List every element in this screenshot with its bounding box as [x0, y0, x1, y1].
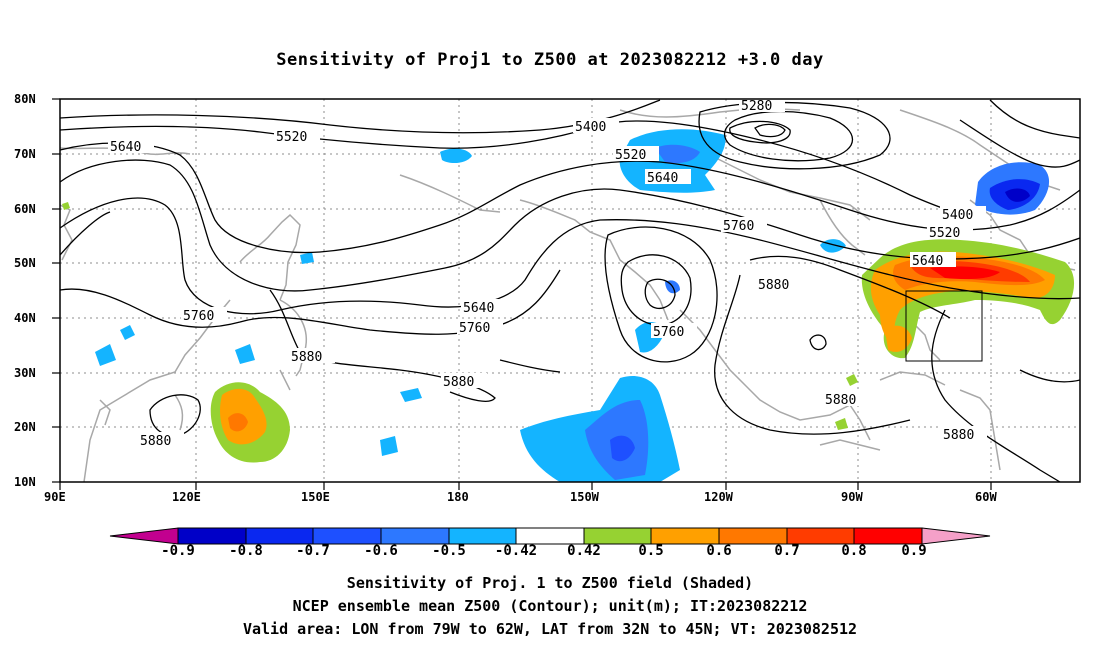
- lat-label: 60N: [14, 202, 36, 216]
- lon-label: 120E: [172, 490, 201, 504]
- shaded-sensitivity: [62, 129, 1075, 482]
- contour-label-text: 5880: [825, 393, 856, 408]
- contour-label: 5640: [910, 252, 956, 269]
- colorbar-tick: -0.9: [161, 543, 195, 559]
- colorbar-tick: -0.6: [364, 543, 398, 559]
- contour-label-text: 5760: [723, 219, 754, 234]
- contour-label-text: 5640: [110, 140, 141, 155]
- colorbar-cell-6: [515, 527, 585, 545]
- caption-contour: NCEP ensemble mean Z500 (Contour); unit(…: [292, 597, 808, 615]
- lon-label: 180: [447, 490, 469, 504]
- colorbar-tick: -0.7: [296, 543, 330, 559]
- caption-valid-area: Valid area: LON from 79W to 62W, LAT fro…: [242, 620, 858, 638]
- contour-label: 5280: [739, 97, 785, 114]
- lon-label: 90W: [841, 490, 863, 504]
- contour-label: 5880: [823, 391, 869, 408]
- contour-labels: 5640 5520 5400 5280 5520 5640 5760 5640 …: [108, 97, 987, 449]
- axis-ticks: [52, 98, 992, 490]
- colorbar-tick: 0.9: [901, 543, 927, 559]
- contour-label: 5760: [721, 217, 767, 234]
- colorbar-cell-5: [448, 527, 517, 545]
- colorbar-cell-1: [177, 527, 247, 545]
- contour-label: 5400: [940, 206, 986, 223]
- contour-label: 5640: [461, 299, 507, 316]
- lon-label: 60W: [975, 490, 997, 504]
- contour-label-text: 5520: [615, 148, 646, 163]
- colorbar-cell-4: [380, 527, 450, 545]
- lat-label: 10N: [14, 475, 36, 489]
- colorbar-tick: 0.7: [774, 543, 800, 559]
- contour-label: 5520: [274, 128, 320, 145]
- contour-label: 5880: [289, 348, 335, 365]
- map-frame: [59, 98, 1081, 483]
- lat-label: 50N: [14, 256, 36, 270]
- colorbar-cell-11: [853, 527, 923, 545]
- lon-label: 150W: [570, 490, 599, 504]
- contour-label: 5880: [756, 276, 802, 293]
- colorbar-tick: 0.5: [638, 543, 664, 559]
- colorbar-cell-3: [312, 527, 382, 545]
- contour-label: 5520: [927, 224, 973, 241]
- contour-label: 5760: [651, 323, 697, 340]
- colorbar-cell-0: [109, 527, 179, 545]
- contour-label: 5640: [108, 138, 154, 155]
- caption-shaded: Sensitivity of Proj. 1 to Z500 field (Sh…: [346, 574, 754, 592]
- colorbar-tick: 0.8: [841, 543, 867, 559]
- lat-label: 20N: [14, 420, 36, 434]
- lon-label: 150E: [301, 490, 330, 504]
- contour-label-text: 5880: [291, 350, 322, 365]
- contour-label-text: 5880: [140, 434, 171, 449]
- chart-title: Sensitivity of Proj1 to Z500 at 20230822…: [276, 50, 824, 70]
- contour-label: 5760: [181, 307, 227, 324]
- contour-label: 5400: [573, 118, 619, 135]
- lat-label: 30N: [14, 366, 36, 380]
- colorbar-tick: -0.8: [229, 543, 263, 559]
- colorbar-cell-7: [583, 527, 652, 545]
- colorbar-tick: 0.42: [567, 543, 601, 559]
- colorbar-cell-2: [245, 527, 314, 545]
- contour-label-text: 5880: [943, 428, 974, 443]
- contour-label: 5520: [613, 146, 659, 163]
- contour-label: 5640: [645, 169, 691, 186]
- colorbar-cell-9: [718, 527, 788, 545]
- colorbar: [109, 527, 991, 545]
- lat-label: 80N: [14, 92, 36, 106]
- lon-label: 90E: [44, 490, 66, 504]
- lat-label: 70N: [14, 147, 36, 161]
- colorbar-cell-12: [921, 527, 991, 545]
- colorbar-cell-10: [786, 527, 855, 545]
- contour-label: 5880: [941, 426, 987, 443]
- contour-label-text: 5880: [443, 375, 474, 390]
- lat-label: 40N: [14, 311, 36, 325]
- colorbar-cell-8: [650, 527, 720, 545]
- contour-label-text: 5640: [463, 301, 494, 316]
- contour-label-text: 5400: [575, 120, 606, 135]
- colorbar-tick: -0.5: [432, 543, 466, 559]
- contour-label-text: 5760: [183, 309, 214, 324]
- contour-label: 5760: [457, 319, 503, 336]
- colorbar-tick: -0.42: [494, 543, 538, 559]
- contour-label-text: 5400: [942, 208, 973, 223]
- contour-label: 5880: [441, 373, 487, 390]
- contour-label: 5880: [138, 432, 184, 449]
- contour-label-text: 5520: [929, 226, 960, 241]
- contour-label-text: 5880: [758, 278, 789, 293]
- lon-label: 120W: [704, 490, 733, 504]
- contour-label-text: 5760: [653, 325, 684, 340]
- contour-label-text: 5520: [276, 130, 307, 145]
- valid-area-box: [905, 290, 983, 362]
- colorbar-tick: 0.6: [706, 543, 732, 559]
- contour-label-text: 5760: [459, 321, 490, 336]
- contour-label-text: 5280: [741, 99, 772, 114]
- contour-label-text: 5640: [647, 171, 678, 186]
- contour-label-text: 5640: [912, 254, 943, 269]
